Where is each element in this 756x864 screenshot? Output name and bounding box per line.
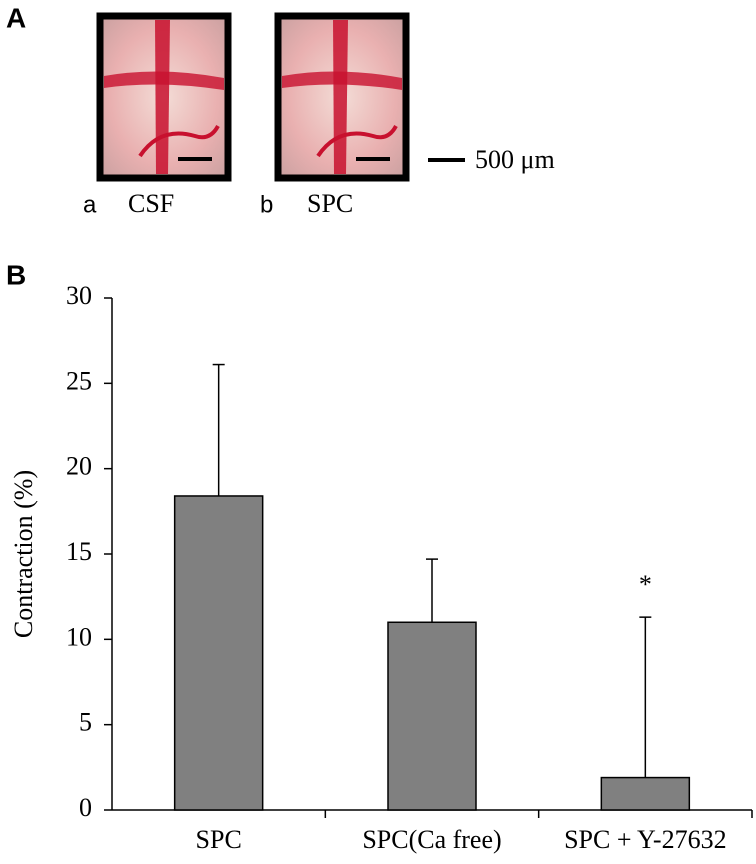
x-tick-label: SPC(Ca free) <box>362 825 501 854</box>
y-axis-label: Contraction (%) <box>9 470 38 638</box>
bar <box>387 621 477 811</box>
x-tick-label: SPC <box>196 825 242 854</box>
y-tick-label: 20 <box>66 452 92 481</box>
scale-bar-label: 500 μm <box>475 145 555 174</box>
y-tick-label: 5 <box>79 708 92 737</box>
panel-label: B <box>6 259 26 290</box>
y-tick-label: 10 <box>66 622 92 651</box>
bar <box>173 495 264 811</box>
y-tick-label: 15 <box>66 537 92 566</box>
photo <box>100 16 228 178</box>
x-tick-label: SPC + Y-27632 <box>564 825 727 854</box>
significance-label: * <box>639 570 652 599</box>
panel-label: A <box>6 2 26 33</box>
image-caption: CSF <box>128 189 174 218</box>
image-letter: a <box>83 191 97 218</box>
image-caption: SPC <box>307 189 353 218</box>
bar <box>600 776 691 811</box>
y-tick-label: 0 <box>79 793 92 822</box>
photo <box>278 16 406 178</box>
y-tick-label: 30 <box>66 281 92 310</box>
y-tick-label: 25 <box>66 366 92 395</box>
image-letter: b <box>260 191 273 218</box>
